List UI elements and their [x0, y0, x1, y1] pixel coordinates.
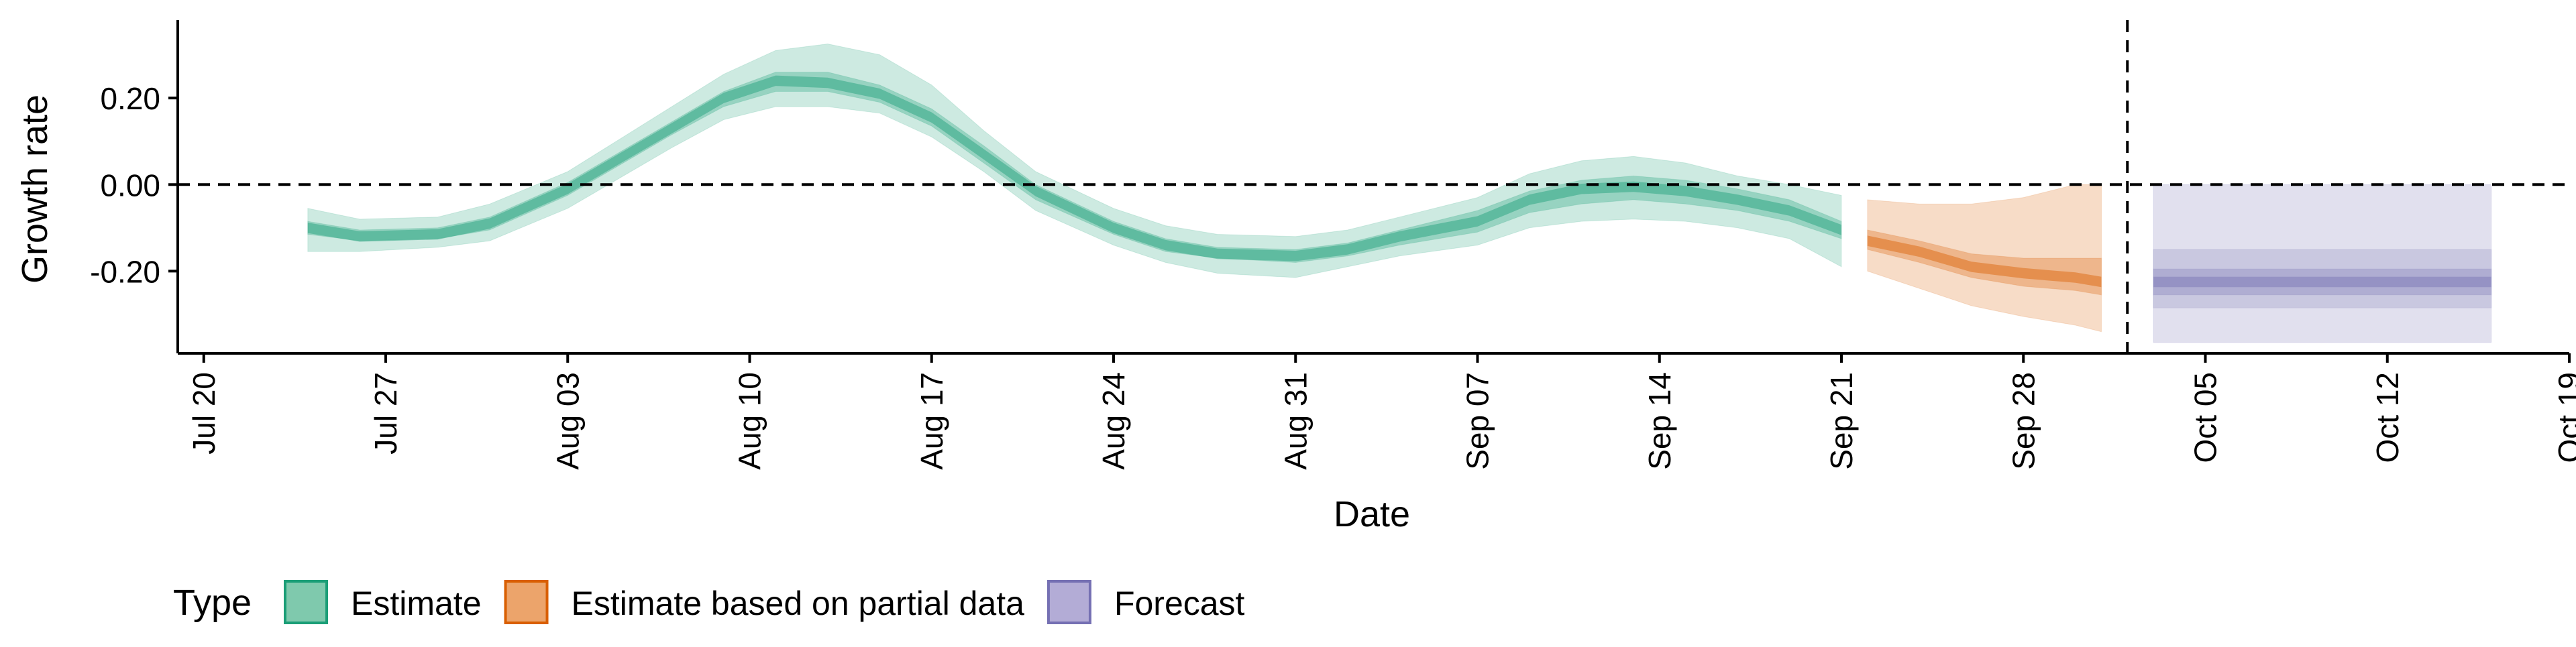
- series-estimate: [307, 43, 1842, 278]
- x-tick-label: Aug 24: [1096, 372, 1131, 470]
- legend-label-estimate-based-on-partial-data: Estimate based on partial data: [572, 585, 1025, 622]
- y-tick-label: 0.20: [100, 81, 160, 116]
- x-tick-label: Jul 27: [368, 372, 403, 455]
- y-tick-label: 0.00: [100, 168, 160, 202]
- y-tick-label: -0.20: [90, 254, 160, 289]
- band-50-forecast: [2153, 268, 2492, 296]
- median-estimate: [307, 75, 1841, 261]
- x-tick-label: Oct 19: [2552, 372, 2576, 463]
- series-estimate-based-on-partial-data: [1867, 184, 2102, 333]
- legend-key-forecast: [1046, 580, 1091, 624]
- band-50-estimate: [307, 72, 1842, 263]
- legend-key-estimate-based-on-partial-data: [504, 580, 549, 624]
- x-tick-label: Sep 21: [1824, 372, 1859, 470]
- x-tick-label: Aug 17: [914, 372, 949, 470]
- x-tick-label: Sep 07: [1460, 372, 1495, 470]
- x-axis-title: Date: [1334, 494, 1410, 534]
- band-90-estimate-based-on-partial-data: [1867, 184, 2102, 333]
- x-tick-label: Aug 10: [733, 372, 767, 470]
- x-tick-label: Oct 12: [2370, 372, 2405, 463]
- series-forecast: [2153, 184, 2492, 343]
- x-tick-label: Aug 31: [1278, 372, 1313, 470]
- plot-area: [178, 20, 2569, 353]
- x-tick-label: Oct 05: [2188, 372, 2223, 463]
- x-tick-label: Aug 03: [550, 372, 585, 470]
- median-estimate-based-on-partial-data: [1867, 235, 2102, 288]
- band-90-estimate: [307, 43, 1842, 278]
- band-75-forecast: [2153, 249, 2492, 308]
- legend-label-forecast: Forecast: [1114, 585, 1245, 622]
- legend-key-estimate: [284, 580, 328, 624]
- axes: 0.20 0.00 -0.20 Jul 20 Jul 27 Aug 03 Aug 10 Aug…: [90, 20, 2576, 470]
- y-axis-title: Growth rate: [15, 95, 55, 284]
- band-50-estimate-based-on-partial-data: [1867, 229, 2102, 296]
- legend-title: Type: [173, 583, 252, 623]
- x-tick-label: Sep 14: [1642, 372, 1677, 470]
- legend: Type Estimate Estimate based on partial d…: [173, 580, 1245, 624]
- median-forecast: [2153, 276, 2491, 288]
- legend-label-estimate: Estimate: [351, 585, 482, 622]
- x-tick-label: Jul 20: [186, 372, 221, 455]
- x-tick-label: Sep 28: [2006, 372, 2041, 470]
